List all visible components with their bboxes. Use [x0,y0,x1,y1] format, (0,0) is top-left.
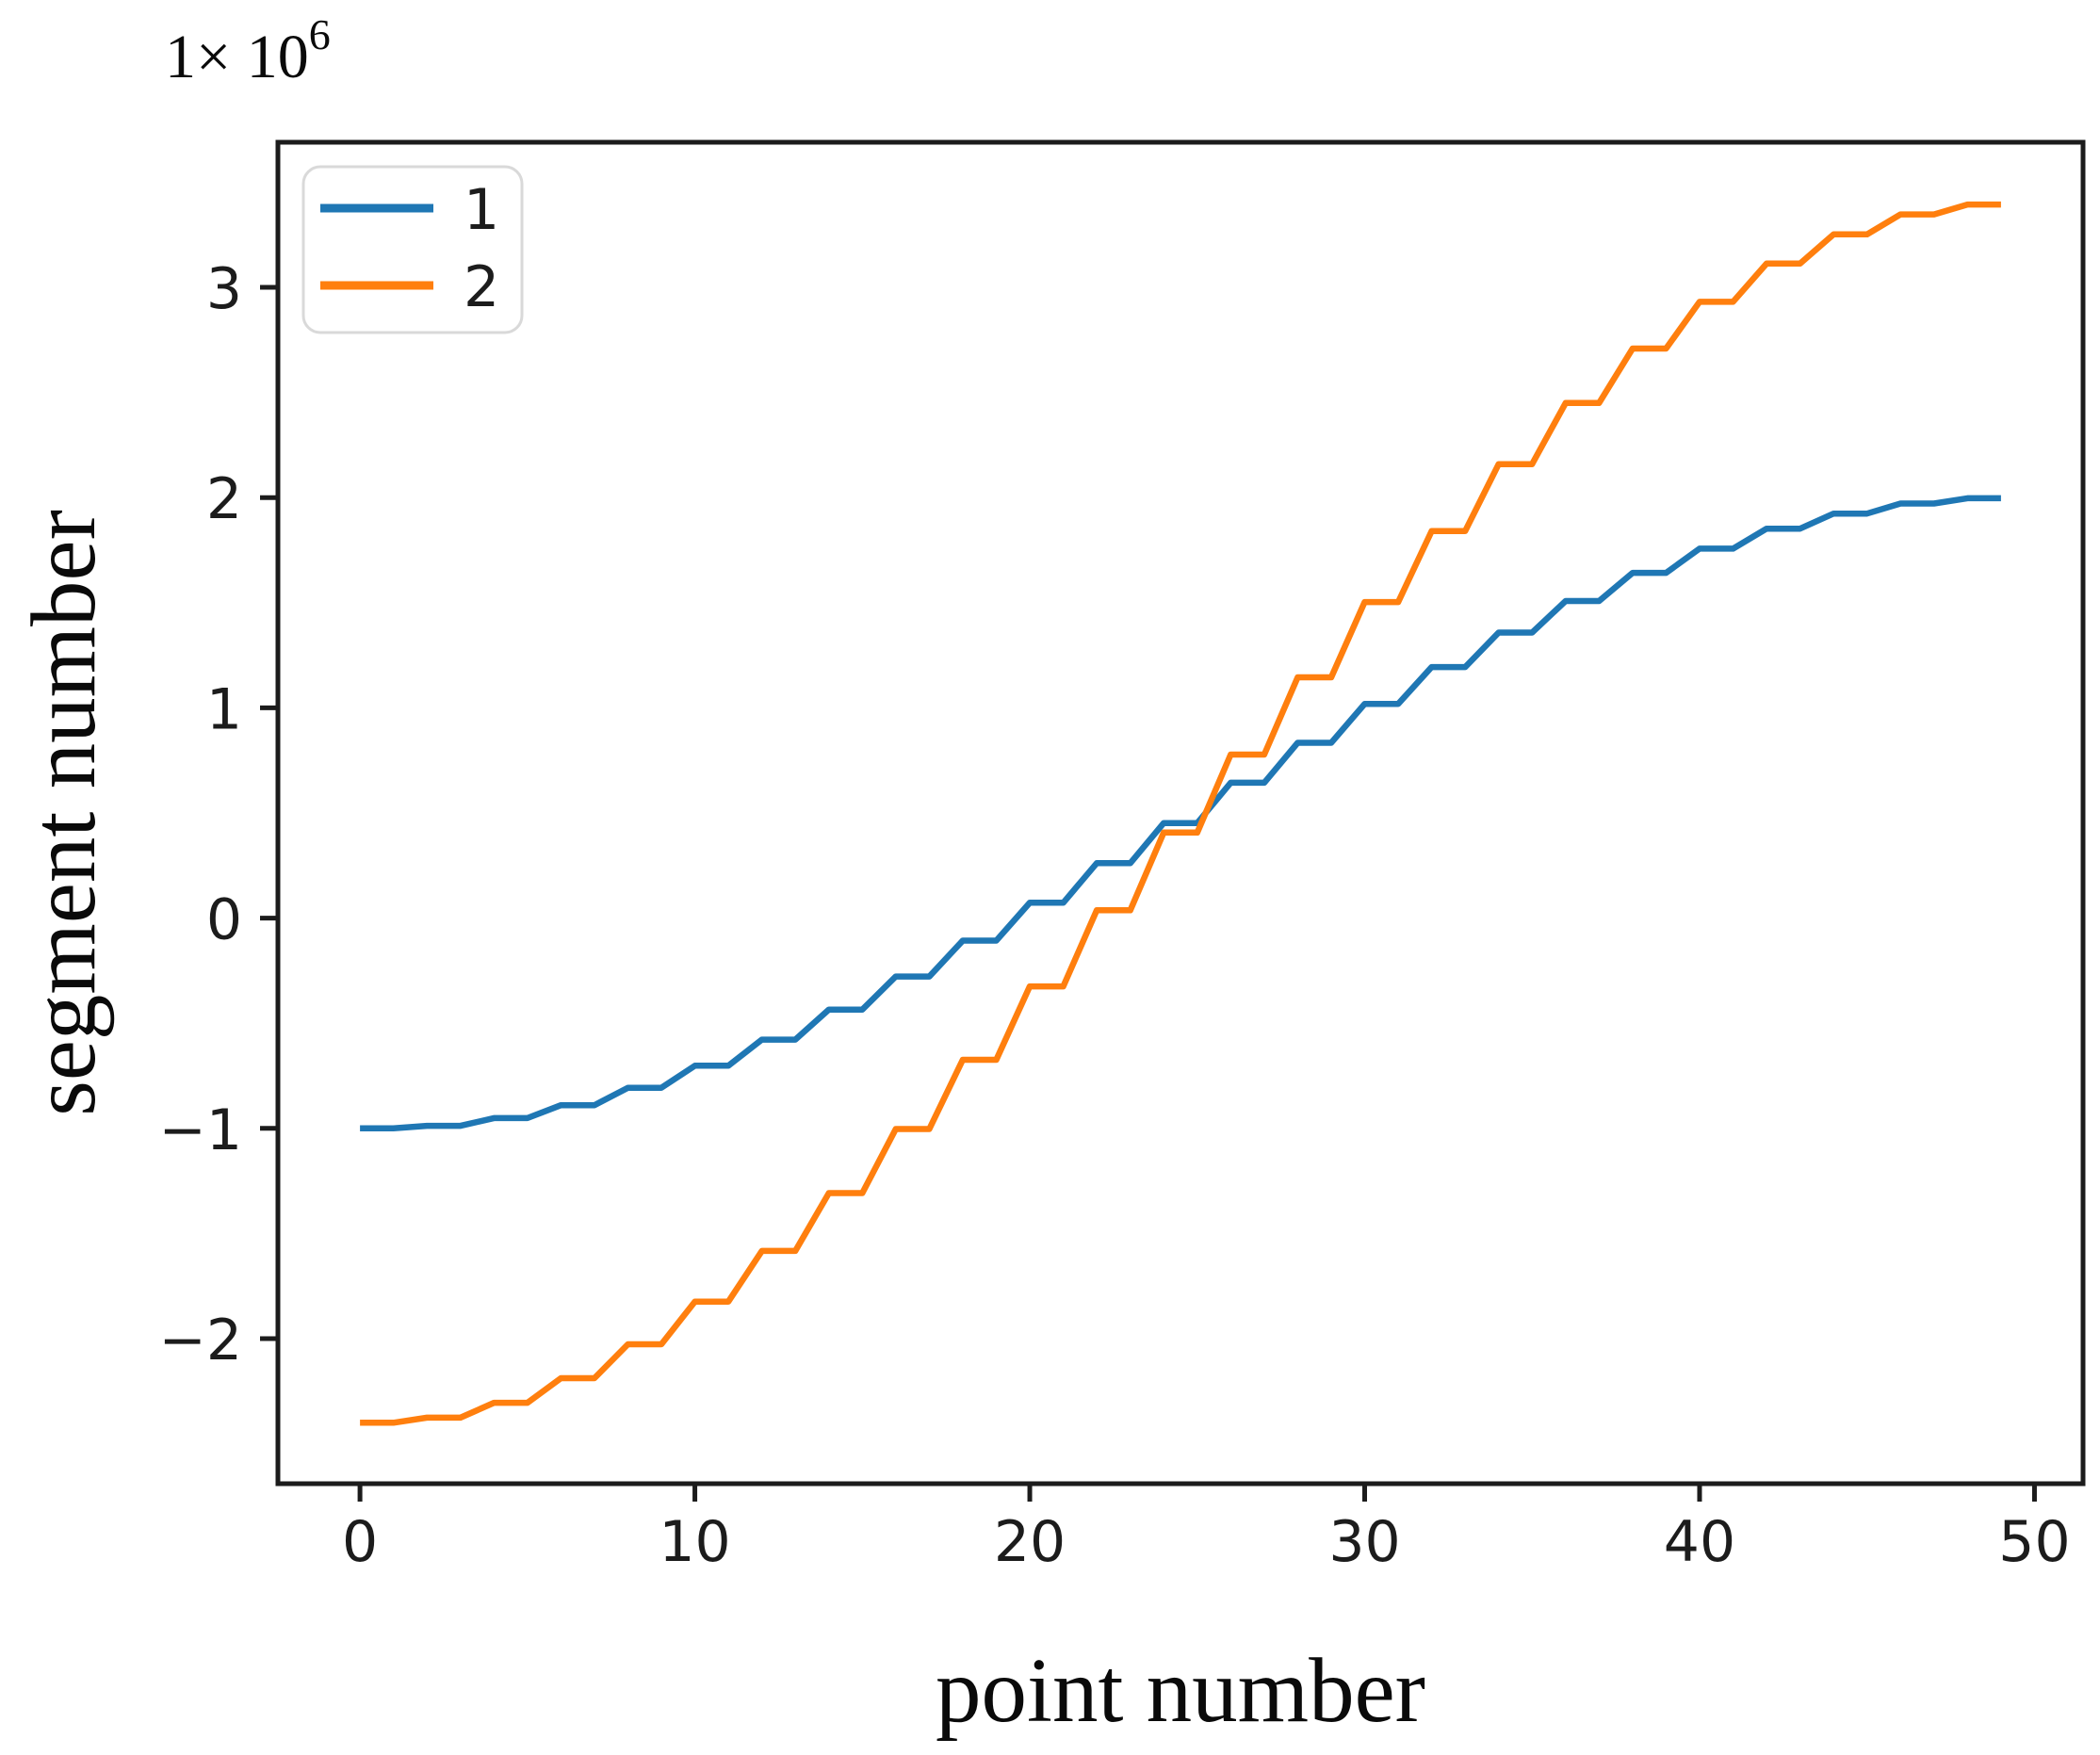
x-axis-label: point number [936,1640,1425,1741]
y-tick-label: 0 [206,887,242,953]
legend: 1 2 [301,165,524,334]
x-tick-label: 0 [342,1509,378,1575]
offset-mantissa: 1× 10 [165,23,309,91]
y-axis-label: segment number [13,510,114,1116]
x-tick-label: 50 [1998,1509,2070,1575]
legend-label-1: 1 [464,177,499,243]
plot-border [275,139,2086,1487]
x-tick-label: 10 [659,1509,730,1575]
series-1-line [360,495,2001,1132]
y-tick-label: −2 [159,1308,242,1373]
legend-label-2: 2 [464,254,499,320]
x-tick-label: 30 [1328,1509,1400,1575]
y-axis: −2 −1 0 1 2 3 [159,256,278,1373]
y-tick-label: 2 [206,466,242,532]
y-tick-label: 3 [206,256,242,322]
x-axis: 0 10 20 30 40 50 [342,1484,2071,1575]
x-tick-label: 40 [1664,1509,1735,1575]
series-2-line [360,201,2001,1426]
x-tick-label: 20 [994,1509,1066,1575]
offset-exponent: 6 [309,10,331,58]
y-tick-label: 1 [206,676,242,742]
y-tick-label: −1 [159,1097,242,1163]
y-offset-text: 1× 106 [165,10,331,91]
